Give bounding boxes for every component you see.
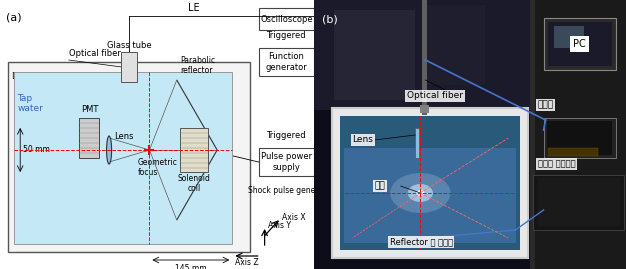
Text: Shock pulse generator: Shock pulse generator — [249, 186, 335, 195]
Bar — [533, 0, 626, 269]
Bar — [530, 0, 535, 269]
Text: Dark room: Dark room — [12, 72, 56, 81]
Bar — [8, 62, 250, 252]
Text: Pulse power
supply: Pulse power supply — [261, 152, 312, 172]
Bar — [543, 118, 616, 158]
Bar — [423, 0, 428, 115]
Bar — [538, 178, 620, 226]
Bar — [259, 8, 314, 30]
Text: Axis Y: Axis Y — [268, 221, 290, 231]
Text: PC: PC — [573, 39, 586, 49]
Text: 충격파 발생장치: 충격파 발생장치 — [538, 160, 575, 168]
Bar — [415, 128, 419, 158]
Text: Function
generator: Function generator — [265, 52, 307, 72]
Bar — [180, 128, 208, 172]
Bar — [344, 148, 516, 243]
Bar — [420, 105, 429, 113]
Text: 145 mm: 145 mm — [175, 264, 207, 269]
Text: Triggered: Triggered — [267, 132, 306, 140]
Text: LE: LE — [188, 3, 200, 13]
Text: Axis Z: Axis Z — [235, 258, 259, 267]
Bar — [543, 18, 616, 70]
Text: (a): (a) — [6, 12, 22, 22]
Text: Solenoid
coil: Solenoid coil — [178, 174, 210, 193]
Bar — [334, 10, 415, 100]
Bar — [314, 0, 626, 110]
Bar — [121, 52, 137, 82]
Bar — [79, 118, 99, 158]
Text: Lens: Lens — [114, 132, 133, 141]
Ellipse shape — [408, 184, 433, 202]
Text: PMT: PMT — [81, 105, 98, 114]
Bar — [546, 121, 612, 155]
Text: Glass tube: Glass tube — [107, 41, 151, 50]
Text: Triggered: Triggered — [267, 31, 306, 41]
Text: Lens: Lens — [352, 136, 373, 144]
Bar — [259, 48, 314, 76]
Text: Geometric
focus: Geometric focus — [137, 158, 177, 177]
Text: 분광기: 분광기 — [538, 101, 553, 109]
Bar — [553, 26, 584, 48]
Text: Optical fiber: Optical fiber — [69, 49, 121, 58]
Text: Optical fiber: Optical fiber — [407, 91, 463, 101]
Bar — [425, 5, 485, 85]
Text: 50 mm: 50 mm — [23, 146, 50, 154]
Text: Reflector 및 변환자: Reflector 및 변환자 — [389, 238, 453, 246]
Bar — [533, 175, 624, 230]
Text: Tap
water: Tap water — [17, 94, 43, 114]
Text: Axis X: Axis X — [282, 214, 305, 222]
Ellipse shape — [106, 136, 111, 164]
Bar — [548, 148, 598, 156]
Ellipse shape — [416, 190, 424, 196]
Bar — [548, 22, 612, 66]
Text: Parabolic
reflector: Parabolic reflector — [180, 56, 215, 75]
Bar — [332, 108, 528, 258]
Bar — [259, 148, 314, 176]
Ellipse shape — [390, 173, 451, 213]
Bar — [14, 72, 232, 244]
Bar — [341, 116, 520, 250]
Text: Oscilloscope: Oscilloscope — [260, 15, 312, 23]
Text: (b): (b) — [322, 14, 338, 24]
Text: 초점: 초점 — [374, 182, 386, 190]
